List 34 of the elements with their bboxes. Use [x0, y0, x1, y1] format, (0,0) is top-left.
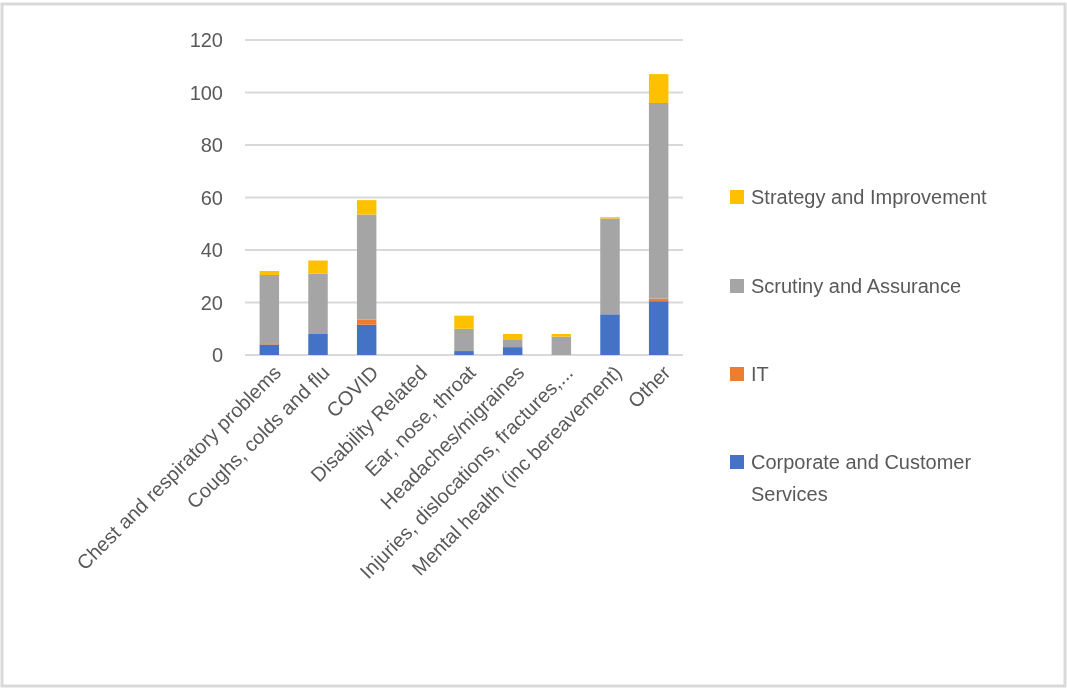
- bar: [454, 315, 474, 329]
- bar: [454, 351, 474, 355]
- bar: [648, 74, 669, 103]
- bar: [600, 314, 620, 355]
- bar: [454, 328, 474, 352]
- bar: [551, 336, 572, 355]
- bar: [502, 347, 523, 355]
- bar: [551, 334, 572, 337]
- bar: [356, 324, 377, 355]
- y-tick-label: 80: [200, 134, 223, 156]
- y-tick-label: 40: [200, 239, 223, 261]
- bar: [356, 200, 377, 215]
- y-tick-label: 120: [189, 29, 223, 51]
- bar: [356, 214, 377, 320]
- y-tick-label: 20: [200, 291, 223, 314]
- legend-label: Strategy and Improvement: [751, 186, 988, 208]
- legend-label: Scrutiny and Assurance: [751, 275, 962, 297]
- bar: [502, 339, 523, 348]
- legend-label: IT: [751, 363, 769, 385]
- bar: [259, 344, 280, 355]
- y-tick-label: 100: [189, 81, 223, 104]
- bar: [502, 334, 523, 340]
- bar: [308, 273, 328, 334]
- bar: [600, 218, 620, 315]
- bar: [259, 271, 280, 275]
- bar: [648, 301, 669, 355]
- bar: [356, 319, 377, 325]
- y-tick-label: 60: [200, 186, 223, 209]
- bar: [308, 260, 328, 274]
- y-tick-label: 0: [211, 344, 223, 366]
- legend-label: Corporate and Customer Services: [751, 451, 972, 505]
- bar: [308, 334, 328, 355]
- bar: [648, 103, 669, 299]
- bar: [259, 274, 280, 344]
